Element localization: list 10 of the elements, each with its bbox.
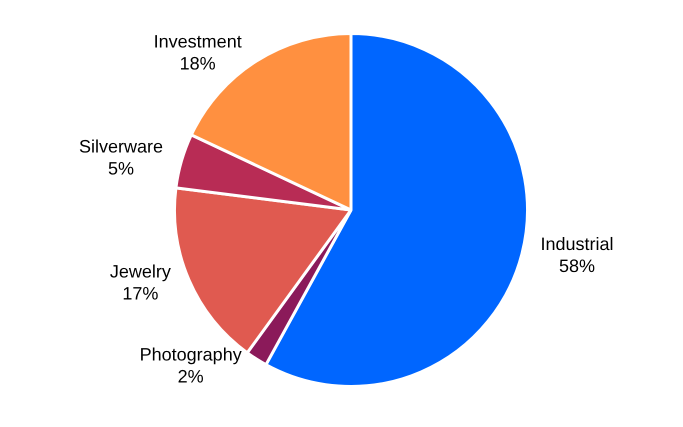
data-label: 18%	[180, 53, 216, 74]
slice-label: Silverware	[79, 136, 164, 156]
slice-label: Jewelry	[110, 262, 171, 282]
data-label: 5%	[108, 158, 134, 178]
slice-label: Photography	[140, 344, 242, 364]
slice-label: Industrial	[540, 234, 614, 254]
data-label: 2%	[178, 366, 204, 386]
slice-label: Investment	[154, 31, 242, 52]
data-label: 17%	[122, 284, 158, 304]
data-label: 58%	[559, 256, 596, 276]
